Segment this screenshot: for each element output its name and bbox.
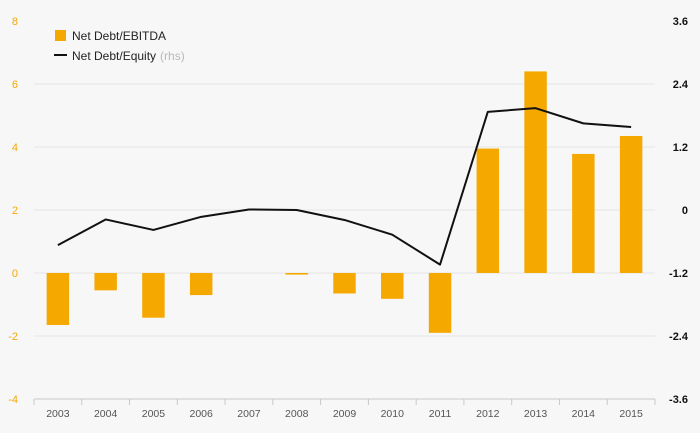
x-tick-label: 2014 — [572, 408, 596, 420]
legend-series-suffix: (rhs) — [160, 49, 185, 63]
bar — [619, 135, 643, 273]
y-left-tick-label: 0 — [12, 268, 18, 280]
y-axis-right: -3.6 -2.4 -1.2 0 1.2 2.4 3.6 — [669, 16, 689, 406]
x-tick-label: 2011 — [429, 408, 452, 420]
y-right-tick-label: 2.4 — [673, 79, 689, 91]
line-path — [57, 107, 632, 266]
gridlines — [34, 83, 655, 337]
x-tick-label: 2005 — [142, 408, 166, 420]
bar — [333, 273, 356, 294]
line-series — [57, 107, 632, 266]
legend-swatch-net-debt-ebitda — [55, 30, 66, 41]
y-left-tick-label: -4 — [8, 394, 18, 406]
y-axis-left: -4 -2 0 2 4 6 8 — [8, 16, 18, 406]
x-tick-label: 2010 — [381, 408, 405, 420]
y-right-tick-label: -1.2 — [669, 268, 688, 280]
legend-label-net-debt-ebitda: Net Debt/EBITDA — [72, 29, 166, 43]
y-right-tick-label: -2.4 — [669, 331, 689, 343]
bar — [142, 273, 165, 318]
x-tick-label: 2006 — [190, 408, 214, 420]
x-tick-label: 2015 — [619, 408, 643, 420]
legend-series-name: Net Debt/Equity — [72, 49, 156, 63]
bar — [381, 273, 404, 299]
y-right-tick-label: 3.6 — [673, 16, 688, 28]
legend-label-net-debt-equity: Net Debt/Equity (rhs) — [72, 49, 185, 63]
y-left-tick-label: 2 — [12, 205, 18, 217]
x-axis: 2003 2004 2005 2006 2007 2008 2009 2010 2011 2012… — [33, 398, 656, 420]
bar-series — [46, 71, 643, 333]
x-tick-label: 2003 — [46, 408, 70, 420]
x-tick-label: 2008 — [285, 408, 309, 420]
x-tick-label: 2012 — [476, 408, 500, 420]
bar — [189, 273, 213, 296]
x-tick-label: 2009 — [333, 408, 357, 420]
bar — [572, 153, 595, 273]
bar — [476, 148, 500, 273]
y-left-tick-label: -2 — [8, 331, 18, 343]
bar — [524, 71, 547, 274]
y-left-tick-label: 6 — [12, 79, 18, 91]
x-tick-label: 2004 — [94, 408, 118, 420]
bar — [428, 273, 452, 333]
bar — [94, 273, 117, 291]
x-tick-label: 2013 — [524, 408, 548, 420]
bar — [285, 273, 308, 275]
y-left-tick-label: 4 — [12, 142, 18, 154]
y-right-tick-label: -3.6 — [669, 394, 688, 406]
bar — [46, 273, 70, 325]
y-right-tick-label: 0 — [682, 205, 688, 217]
y-right-tick-label: 1.2 — [673, 142, 688, 154]
x-tick-label: 2007 — [237, 408, 261, 420]
legend: Net Debt/EBITDA Net Debt/Equity (rhs) — [54, 29, 185, 63]
y-left-tick-label: 8 — [12, 16, 18, 28]
